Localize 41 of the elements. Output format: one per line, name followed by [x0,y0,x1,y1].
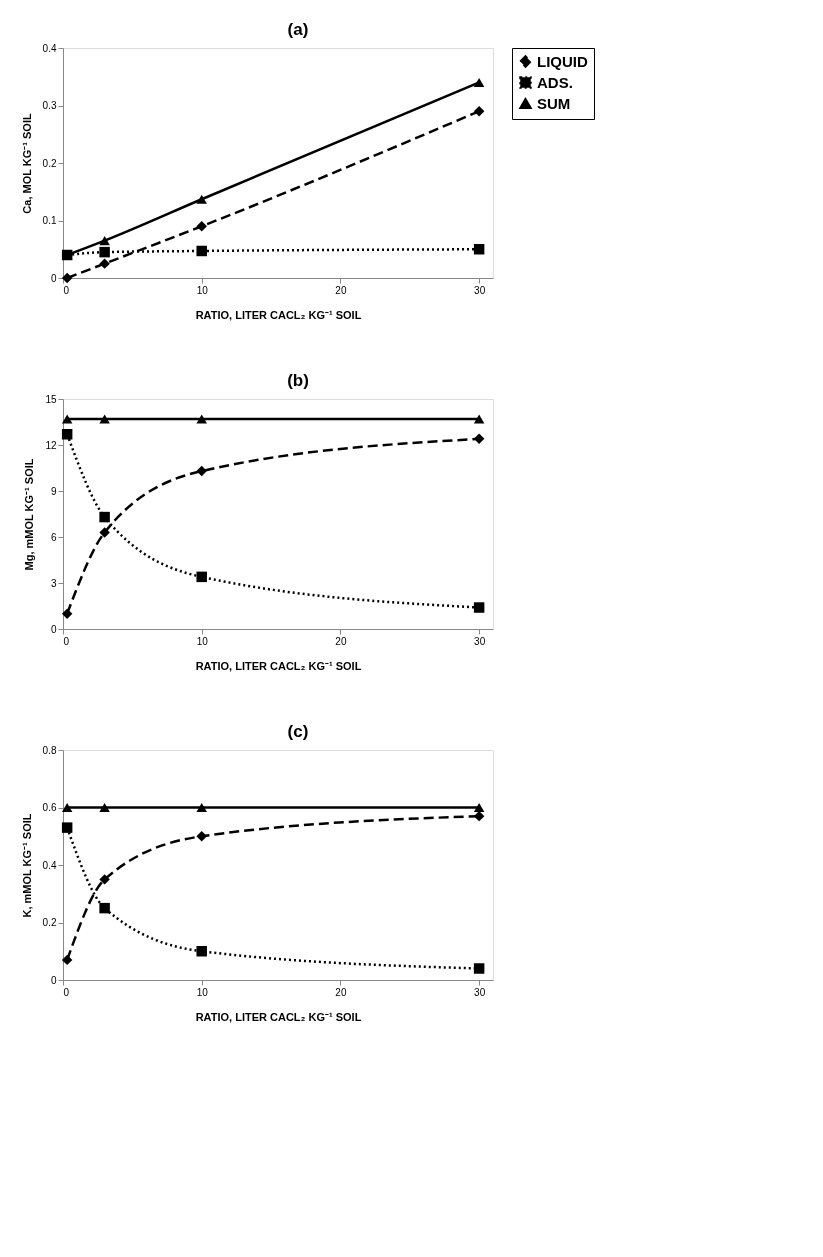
y-axis-title: Mg, mMOL KG⁻¹ SOIL [23,458,36,571]
y-tick-label: 0.2 [42,157,57,169]
x-tick-label: 30 [474,635,486,647]
x-tick-label: 30 [474,986,486,998]
y-tick-label: 0.4 [42,859,57,871]
legend-label: SUM [537,94,571,112]
x-axis-title: RATIO, LITER CACL₂ KG⁻¹ SOIL [195,1010,362,1023]
chart-title: (c) [287,722,309,741]
y-tick-label: 3 [50,577,57,589]
x-tick-label: 10 [196,635,209,647]
y-tick-label: 0.4 [42,42,57,54]
y-tick-label: 12 [45,439,57,451]
y-tick-label: 0.3 [42,100,57,111]
legend-label: ADS. [537,73,573,91]
x-tick-label: 20 [335,635,347,647]
x-axis-title: RATIO, LITER CACL₂ KG⁻¹ SOIL [195,659,362,672]
x-tick-label: 30 [474,284,486,296]
y-tick-label: 0 [50,974,57,986]
y-tick-label: 6 [50,531,57,543]
x-tick-label: 0 [63,635,70,647]
point [61,249,73,261]
x-tick-label: 20 [335,284,347,296]
y-tick-label: 0.1 [42,215,57,226]
chart-title: (a) [287,20,309,39]
y-tick-label: 0.6 [42,802,57,813]
y-tick-label: 15 [45,393,57,405]
y-tick-label: 0.2 [42,917,57,928]
y-tick-label: 0 [50,272,57,284]
y-tick-label: 0 [50,623,57,635]
y-tick-label: 9 [50,485,57,497]
x-tick-label: 0 [63,986,70,998]
x-tick-label: 10 [196,284,209,296]
y-tick-label: 0.8 [42,744,57,756]
x-axis-title: RATIO, LITER CACL₂ KG⁻¹ SOIL [195,308,362,321]
x-tick-label: 10 [196,986,209,998]
y-axis-title: Ca, MOL KG⁻¹ SOIL [20,113,33,214]
x-tick-label: 20 [335,986,347,998]
chart-title: (b) [287,371,309,390]
y-axis-title: K, mMOL KG⁻¹ SOIL [20,813,33,918]
x-tick-label: 0 [63,284,70,296]
legend-label: LIQUID [537,52,588,70]
